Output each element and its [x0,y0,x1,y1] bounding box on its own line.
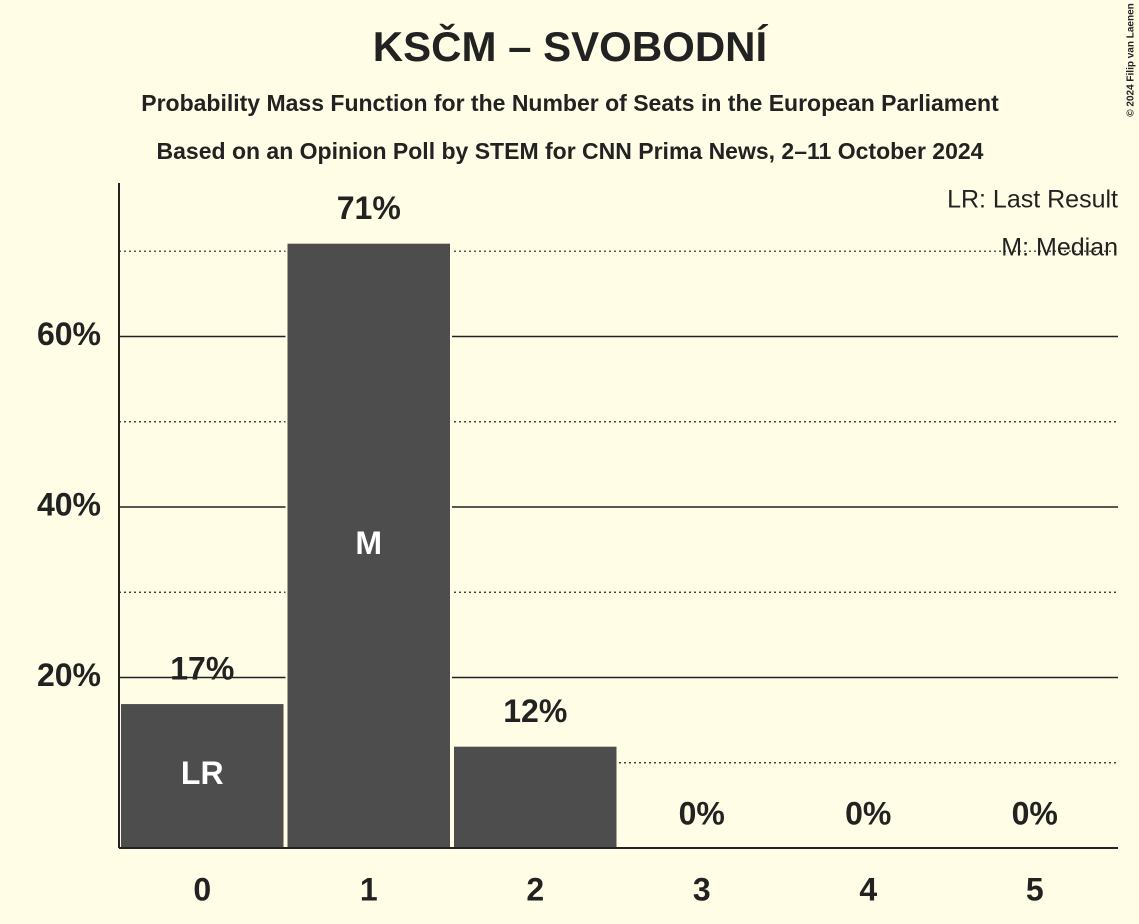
value-label: 0% [679,795,725,831]
copyright: © 2024 Filip van Laenen [1126,3,1137,117]
x-tick-label: 4 [859,871,877,907]
x-tick-label: 0 [193,871,211,907]
chart-subtitle: Based on an Opinion Poll by STEM for CNN… [157,138,984,164]
value-label: 17% [170,651,234,687]
y-tick-label: 60% [37,316,101,352]
bar-label: M [355,525,382,561]
value-label: 12% [503,693,567,729]
chart-title: KSČM – SVOBODNÍ [373,22,769,70]
bar-label: LR [181,755,224,791]
chart-subtitle: Probability Mass Function for the Number… [141,90,999,116]
value-label: 71% [337,190,401,226]
bar [285,241,452,849]
x-tick-label: 5 [1026,871,1044,907]
bar [452,744,619,850]
x-tick-label: 2 [526,871,544,907]
legend-note: LR: Last Result [947,186,1118,214]
legend-note: M: Median [1001,234,1118,262]
y-tick-label: 40% [37,486,101,522]
value-label: 0% [1012,795,1058,831]
x-tick-label: 1 [360,871,378,907]
value-label: 0% [845,795,891,831]
bar [119,702,286,849]
x-tick-label: 3 [693,871,711,907]
y-tick-label: 20% [37,657,101,693]
